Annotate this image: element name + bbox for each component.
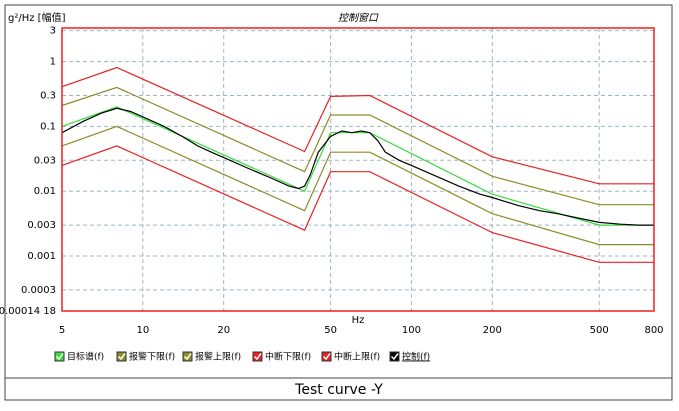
legend-checkbox bbox=[116, 351, 127, 362]
y-tick-label: 0.3 bbox=[40, 90, 56, 101]
series-line bbox=[61, 145, 654, 263]
series-line bbox=[61, 86, 654, 206]
legend-checkbox bbox=[321, 351, 332, 362]
series-line bbox=[61, 106, 654, 226]
y-tick-label: 0.003 bbox=[27, 220, 56, 231]
x-tick-label: 50 bbox=[324, 325, 337, 336]
legend-check bbox=[183, 353, 192, 361]
legend-label: 报警上限(f) bbox=[195, 351, 241, 363]
legend-label: 目标谱(f) bbox=[67, 351, 104, 363]
chart-title: 控制窗口 bbox=[338, 12, 379, 24]
legend-checkbox bbox=[389, 351, 400, 362]
legend-item[interactable]: 中断下限(f) bbox=[252, 351, 311, 363]
y-tick-label: 0.001 bbox=[27, 251, 56, 262]
legend-item[interactable]: 控制(f) bbox=[389, 351, 430, 363]
plot-border bbox=[61, 27, 655, 312]
legend-item[interactable]: 报警上限(f) bbox=[182, 351, 241, 363]
legend-label: 控制(f) bbox=[402, 351, 430, 363]
legend-check bbox=[253, 353, 262, 361]
legend-item[interactable]: 报警下限(f) bbox=[116, 351, 175, 363]
series-line bbox=[61, 66, 654, 185]
x-tick-label: 200 bbox=[483, 325, 502, 336]
y-tick-label: 1 bbox=[50, 57, 56, 68]
y-tick-label: 0.0003 bbox=[21, 285, 56, 296]
x-tick-label: 10 bbox=[136, 325, 149, 336]
x-tick-label: 800 bbox=[644, 325, 663, 336]
y-tick-label: 0.03 bbox=[34, 155, 56, 166]
x-tick-label: 20 bbox=[217, 325, 230, 336]
legend-checkbox bbox=[54, 351, 65, 362]
x-tick-label: 500 bbox=[590, 325, 609, 336]
y-tick-label: 0.00014 18 bbox=[0, 306, 56, 317]
x-tick-label: 5 bbox=[59, 325, 65, 336]
y-tick-label: 3 bbox=[50, 26, 56, 37]
legend-checkbox bbox=[182, 351, 193, 362]
frame bbox=[4, 4, 673, 401]
legend-item[interactable]: 中断上限(f) bbox=[321, 351, 380, 363]
series-line bbox=[61, 107, 654, 226]
series-line bbox=[61, 125, 654, 246]
legend-label: 报警下限(f) bbox=[129, 351, 175, 363]
legend-item[interactable]: 目标谱(f) bbox=[54, 351, 104, 363]
legend-check bbox=[322, 353, 331, 361]
y-tick-label: 0.01 bbox=[34, 186, 56, 197]
y-tick-label: 0.1 bbox=[40, 121, 56, 132]
legend-check bbox=[55, 353, 64, 361]
y-axis-label: g²/Hz [幅值] bbox=[8, 11, 66, 24]
legend-label: 中断下限(f) bbox=[265, 351, 311, 363]
legend-label: 中断上限(f) bbox=[334, 351, 380, 363]
x-tick-label: 100 bbox=[402, 325, 421, 336]
caption: Test curve -Y bbox=[294, 382, 383, 398]
x-axis-label: Hz bbox=[352, 315, 365, 326]
legend-check bbox=[390, 353, 399, 361]
legend-checkbox bbox=[252, 351, 263, 362]
legend-check bbox=[117, 353, 126, 361]
